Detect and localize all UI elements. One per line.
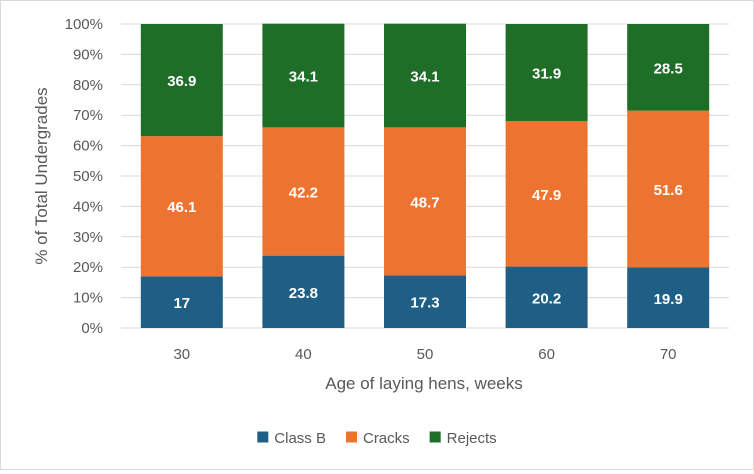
bar-class-b-50 <box>384 275 466 328</box>
data-label: 36.9 <box>167 73 196 90</box>
bar-class-b-40 <box>262 255 345 328</box>
bar-rejects-70 <box>627 24 710 111</box>
bar-class-b-60 <box>505 266 588 328</box>
data-label: 42.2 <box>289 185 318 202</box>
legend: Class B Cracks Rejects <box>257 430 497 447</box>
bar-cracks-40 <box>262 127 345 256</box>
bar-class-b-70 <box>627 267 710 328</box>
y-tick-label: 60% <box>73 138 103 155</box>
legend-label: Cracks <box>363 430 410 447</box>
legend-swatch-class-b <box>257 431 269 443</box>
x-tick-label: 40 <box>295 346 312 363</box>
y-tick-label: 0% <box>81 320 103 337</box>
bar-rejects-50 <box>384 23 466 128</box>
legend-swatch-cracks <box>345 431 357 443</box>
bar-rejects-60 <box>505 24 588 121</box>
data-label: 47.9 <box>532 187 561 204</box>
legend-label: Rejects <box>447 430 497 447</box>
x-tick-label: 50 <box>417 346 434 363</box>
bar-cracks-70 <box>627 110 710 268</box>
x-tick-label: 60 <box>538 346 555 363</box>
legend-label: Class B <box>274 430 326 447</box>
bar-cracks-60 <box>505 120 588 267</box>
data-label: 19.9 <box>654 291 683 308</box>
data-labels: 17 46.1 36.9 23.8 42.2 34.1 17.3 48.7 34.1 20.2 47… <box>167 60 683 312</box>
x-axis-ticks: 30 40 50 60 70 <box>173 346 676 363</box>
bar-cracks-50 <box>384 127 466 276</box>
y-tick-label: 20% <box>73 259 103 276</box>
legend-swatch-rejects <box>429 431 441 443</box>
y-tick-label: 100% <box>65 16 103 33</box>
data-label: 34.1 <box>289 69 318 86</box>
y-tick-label: 70% <box>73 107 103 124</box>
y-tick-label: 80% <box>73 77 103 94</box>
bar-rejects-30 <box>140 24 223 137</box>
y-axis-ticks: 0% 10% 20% 30% 40% 50% 60% 70% 80% 90% 100% <box>65 16 103 337</box>
x-axis-title: Age of laying hens, weeks <box>325 374 523 393</box>
bar-cracks-30 <box>140 136 223 277</box>
bars <box>140 23 710 328</box>
bar-rejects-40 <box>262 23 345 128</box>
data-label: 20.2 <box>532 290 561 307</box>
data-label: 28.5 <box>654 60 683 77</box>
x-tick-label: 30 <box>173 346 190 363</box>
data-label: 17 <box>173 295 190 312</box>
x-tick-label: 70 <box>660 346 677 363</box>
data-label: 46.1 <box>167 199 196 216</box>
data-label: 31.9 <box>532 65 561 82</box>
data-label: 17.3 <box>410 295 439 312</box>
data-label: 34.1 <box>410 69 439 86</box>
data-label: 48.7 <box>410 194 439 211</box>
y-axis-title: % of Total Undergrades <box>32 87 51 264</box>
y-tick-label: 90% <box>73 46 103 63</box>
data-label: 23.8 <box>289 285 318 302</box>
data-label: 51.6 <box>654 182 683 199</box>
y-tick-label: 10% <box>73 290 103 307</box>
bar-class-b-30 <box>140 276 223 328</box>
y-tick-label: 50% <box>73 168 103 185</box>
y-tick-label: 30% <box>73 229 103 246</box>
y-tick-label: 40% <box>73 198 103 215</box>
